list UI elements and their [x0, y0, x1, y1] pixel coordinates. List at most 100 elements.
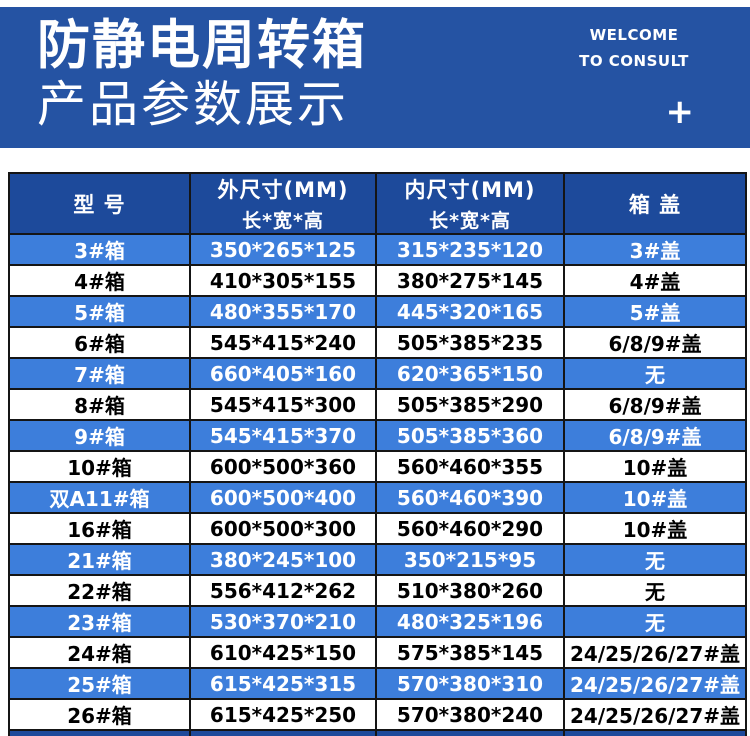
outer-size-subtitle: 长*宽*高: [242, 210, 324, 232]
table-head: 型 号 外尺寸(MM) 长*宽*高 内尺寸(MM) 长*宽*高 箱 盖: [8, 172, 747, 235]
product-spec-table: 型 号 外尺寸(MM) 长*宽*高 内尺寸(MM) 长*宽*高 箱 盖 3#箱 …: [8, 172, 747, 736]
model-cell: 25#箱: [8, 667, 191, 700]
inner-dim-cell: 505*385*290: [375, 388, 565, 421]
lid-cell: 10#盖: [563, 450, 747, 483]
welcome-line-2: TO CONSULT: [579, 52, 689, 71]
table-row: 4#箱 410*305*155 380*275*145 4#盖: [8, 264, 747, 297]
model-cell: 4#箱: [8, 264, 191, 297]
cutoff-cell: [563, 729, 747, 736]
product-title: 防静电周转箱: [37, 15, 367, 76]
model-cell: 24#箱: [8, 636, 191, 669]
lid-cell: 6/8/9#盖: [563, 326, 747, 359]
table-row: 6#箱 545*415*240 505*385*235 6/8/9#盖: [8, 326, 747, 359]
lid-cell: 4#盖: [563, 264, 747, 297]
outer-dim-cell: 615*425*250: [189, 698, 377, 731]
outer-dim-cell: 410*305*155: [189, 264, 377, 297]
column-header-model: 型 号: [8, 172, 191, 235]
inner-dim-cell: 510*380*260: [375, 574, 565, 607]
lid-cell: 无: [563, 357, 747, 390]
outer-size-title: 外尺寸(MM): [217, 178, 349, 202]
inner-dim-cell: 620*365*150: [375, 357, 565, 390]
inner-dim-cell: 570*380*310: [375, 667, 565, 700]
model-cell: 3#箱: [8, 233, 191, 266]
outer-dim-cell: 600*500*300: [189, 512, 377, 545]
inner-dim-cell: 480*325*196: [375, 605, 565, 638]
inner-dim-cell: 560*460*355: [375, 450, 565, 483]
outer-dim-cell: 660*405*160: [189, 357, 377, 390]
lid-cell: 3#盖: [563, 233, 747, 266]
inner-dim-cell: 380*275*145: [375, 264, 565, 297]
model-cell: 5#箱: [8, 295, 191, 328]
lid-cell: 10#盖: [563, 512, 747, 545]
model-cell: 26#箱: [8, 698, 191, 731]
lid-cell: 6/8/9#盖: [563, 419, 747, 452]
inner-dim-cell: 505*385*360: [375, 419, 565, 452]
model-cell: 16#箱: [8, 512, 191, 545]
outer-dim-cell: 380*245*100: [189, 543, 377, 576]
inner-dim-cell: 560*460*390: [375, 481, 565, 514]
cutoff-row: [8, 729, 747, 736]
spec-table-container: 型 号 外尺寸(MM) 长*宽*高 内尺寸(MM) 长*宽*高 箱 盖 3#箱 …: [8, 172, 747, 736]
inner-dim-cell: 445*320*165: [375, 295, 565, 328]
header-row: 型 号 外尺寸(MM) 长*宽*高 内尺寸(MM) 长*宽*高 箱 盖: [8, 172, 747, 235]
table-row: 双A11#箱 600*500*400 560*460*390 10#盖: [8, 481, 747, 514]
outer-dim-cell: 480*355*170: [189, 295, 377, 328]
lid-cell: 无: [563, 574, 747, 607]
column-header-lid: 箱 盖: [563, 172, 747, 235]
model-cell: 10#箱: [8, 450, 191, 483]
cutoff-cell: [8, 729, 191, 736]
column-header-outer-size: 外尺寸(MM) 长*宽*高: [189, 172, 377, 235]
outer-dim-cell: 545*415*240: [189, 326, 377, 359]
table-row: 3#箱 350*265*125 315*235*120 3#盖: [8, 233, 747, 266]
table-row: 23#箱 530*370*210 480*325*196 无: [8, 605, 747, 638]
cutoff-cell: [189, 729, 377, 736]
outer-dim-cell: 615*425*315: [189, 667, 377, 700]
lid-cell: 24/25/26/27#盖: [563, 636, 747, 669]
table-row: 25#箱 615*425*315 570*380*310 24/25/26/27…: [8, 667, 747, 700]
inner-dim-cell: 315*235*120: [375, 233, 565, 266]
welcome-line-1: WELCOME: [589, 26, 679, 44]
plus-icon: +: [665, 92, 695, 132]
cutoff-cell: [375, 729, 565, 736]
inner-dim-cell: 350*215*95: [375, 543, 565, 576]
table-row: 10#箱 600*500*360 560*460*355 10#盖: [8, 450, 747, 483]
outer-dim-cell: 600*500*400: [189, 481, 377, 514]
table-row: 5#箱 480*355*170 445*320*165 5#盖: [8, 295, 747, 328]
inner-dim-cell: 560*460*290: [375, 512, 565, 545]
banner-titles: 防静电周转箱 产品参数展示: [37, 15, 367, 132]
inner-dim-cell: 575*385*145: [375, 636, 565, 669]
table-row: 9#箱 545*415*370 505*385*360 6/8/9#盖: [8, 419, 747, 452]
page-subtitle: 产品参数展示: [37, 75, 350, 133]
table-row: 16#箱 600*500*300 560*460*290 10#盖: [8, 512, 747, 545]
lid-cell: 无: [563, 543, 747, 576]
inner-size-subtitle: 长*宽*高: [429, 210, 511, 232]
table-row: 7#箱 660*405*160 620*365*150 无: [8, 357, 747, 390]
outer-dim-cell: 545*415*370: [189, 419, 377, 452]
inner-dim-cell: 505*385*235: [375, 326, 565, 359]
lid-cell: 5#盖: [563, 295, 747, 328]
outer-dim-cell: 350*265*125: [189, 233, 377, 266]
lid-cell: 6/8/9#盖: [563, 388, 747, 421]
model-cell: 8#箱: [8, 388, 191, 421]
outer-dim-cell: 610*425*150: [189, 636, 377, 669]
model-cell: 双A11#箱: [8, 481, 191, 514]
header-banner: 防静电周转箱 产品参数展示 WELCOME TO CONSULT +: [0, 7, 750, 148]
outer-dim-cell: 545*415*300: [189, 388, 377, 421]
lid-cell: 24/25/26/27#盖: [563, 698, 747, 731]
welcome-text: WELCOME TO CONSULT: [574, 22, 694, 75]
inner-dim-cell: 570*380*240: [375, 698, 565, 731]
table-row: 22#箱 556*412*262 510*380*260 无: [8, 574, 747, 607]
column-header-inner-size: 内尺寸(MM) 长*宽*高: [375, 172, 565, 235]
model-cell: 9#箱: [8, 419, 191, 452]
inner-size-title: 内尺寸(MM): [404, 178, 536, 202]
table-body: 3#箱 350*265*125 315*235*120 3#盖 4#箱 410*…: [8, 233, 747, 736]
table-row: 26#箱 615*425*250 570*380*240 24/25/26/27…: [8, 698, 747, 731]
lid-cell: 无: [563, 605, 747, 638]
table-row: 8#箱 545*415*300 505*385*290 6/8/9#盖: [8, 388, 747, 421]
outer-dim-cell: 600*500*360: [189, 450, 377, 483]
model-cell: 21#箱: [8, 543, 191, 576]
model-cell: 23#箱: [8, 605, 191, 638]
lid-cell: 10#盖: [563, 481, 747, 514]
lid-cell: 24/25/26/27#盖: [563, 667, 747, 700]
outer-dim-cell: 556*412*262: [189, 574, 377, 607]
